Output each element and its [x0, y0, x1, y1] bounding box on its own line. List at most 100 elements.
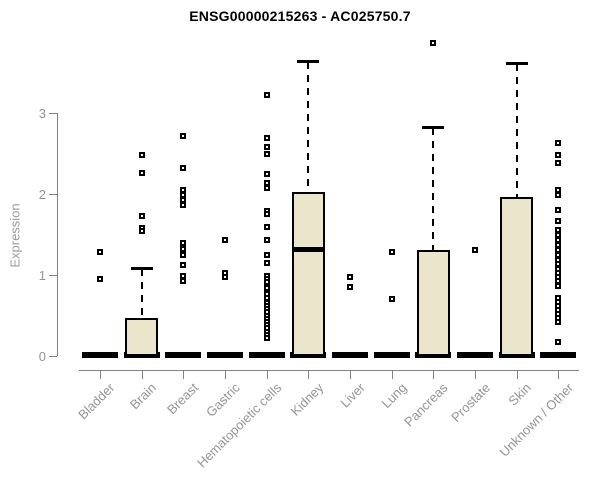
outlier-point-breast [180, 240, 187, 247]
outlier-point-breast [180, 262, 187, 269]
outlier-point-breast [180, 132, 187, 139]
x-tick-mark [183, 371, 185, 379]
outlier-point-brain [138, 152, 145, 159]
outlier-point-unknown-other [555, 152, 562, 159]
x-tick-mark [266, 371, 268, 379]
whisker-cap-brain [130, 266, 153, 270]
x-tick-mark [141, 371, 143, 379]
outlier-point-unknown-other [555, 139, 562, 146]
y-tick-mark [49, 113, 57, 114]
outlier-point-unknown-other [555, 191, 562, 198]
outlier-point-pancreas [430, 39, 437, 46]
outlier-point-hematopoietic-cells [263, 151, 270, 158]
whisker-cap-pancreas [422, 126, 445, 130]
outlier-point-unknown-other [555, 217, 562, 224]
outlier-point-hematopoietic-cells [263, 335, 270, 342]
y-tick-mark [49, 275, 57, 276]
outlier-point-hematopoietic-cells [263, 224, 270, 231]
outlier-point-hematopoietic-cells [263, 251, 270, 258]
whisker-cap-skin [505, 62, 528, 66]
x-tick-label-gastric: Gastric [202, 380, 243, 420]
x-tick-label-unknown-other: Unknown / Other [496, 380, 576, 460]
outlier-point-unknown-other [555, 207, 562, 214]
y-tick-mark [49, 194, 57, 195]
outlier-point-bladder [97, 249, 103, 256]
y-tick-label: 0 [38, 349, 46, 364]
outlier-point-unknown-other [555, 318, 562, 325]
box-pancreas [416, 249, 450, 356]
x-tick-mark [516, 371, 518, 379]
outlier-point-breast [180, 202, 187, 209]
x-tick-label-liver: Liver [337, 380, 368, 411]
outlier-point-unknown-other [555, 283, 562, 290]
y-tick-label: 2 [38, 187, 46, 202]
x-tick-mark [433, 371, 435, 379]
outlier-point-breast [180, 251, 187, 258]
outlier-point-breast [180, 165, 187, 172]
x-tick-mark [558, 371, 560, 379]
y-tick-label: 3 [38, 106, 46, 121]
outlier-point-lung [388, 249, 395, 256]
zero-bar-breast [165, 352, 202, 358]
outlier-point-hematopoietic-cells [263, 144, 270, 151]
whisker-cap-kidney [297, 59, 320, 63]
x-tick-label-kidney: Kidney [287, 380, 326, 419]
x-tick-label-lung: Lung [378, 380, 410, 412]
zero-bar-hematopoietic-cells [248, 352, 285, 358]
outlier-point-hematopoietic-cells [263, 135, 270, 142]
x-tick-mark [391, 371, 393, 379]
x-tick-mark [100, 371, 101, 379]
outlier-point-gastric [222, 274, 228, 281]
x-tick-label-breast: Breast [163, 380, 201, 418]
outlier-point-brain [138, 228, 145, 235]
x-tick-label-skin: Skin [505, 380, 535, 409]
zero-bar-gastric [207, 352, 243, 358]
whisker-brain [140, 268, 143, 318]
zero-bar-bladder [82, 352, 118, 358]
outlier-point-breast [180, 277, 187, 284]
y-axis-line [57, 113, 58, 356]
x-tick-label-brain: Brain [127, 380, 160, 413]
outlier-point-breast [180, 246, 187, 253]
box-kidney [291, 192, 325, 356]
outlier-point-gastric [222, 237, 228, 244]
x-tick-mark [475, 371, 476, 379]
outlier-point-unknown-other [555, 160, 562, 167]
x-tick-label-prostate: Prostate [447, 380, 493, 425]
outlier-point-breast [180, 196, 187, 203]
outlier-point-hematopoietic-cells [263, 237, 270, 244]
y-tick-mark [49, 356, 57, 357]
x-axis-line [79, 370, 579, 371]
outlier-point-prostate [472, 246, 478, 253]
outlier-point-brain [138, 212, 145, 219]
outlier-point-hematopoietic-cells [263, 259, 270, 266]
outlier-point-bladder [97, 276, 103, 283]
box-skin [500, 197, 534, 356]
outlier-point-unknown-other [555, 339, 562, 346]
zero-bar-liver [332, 352, 368, 358]
whisker-pancreas [432, 128, 435, 250]
y-tick-label: 1 [38, 268, 46, 283]
x-tick-mark [225, 371, 226, 379]
outlier-point-brain [138, 169, 145, 176]
chart-title: ENSG00000215263 - AC025750.7 [189, 8, 411, 24]
whisker-skin [515, 64, 518, 198]
zero-bar-unknown-other [540, 352, 577, 358]
outlier-point-hematopoietic-cells [263, 284, 270, 291]
outlier-point-liver [347, 284, 353, 291]
x-tick-label-bladder: Bladder [75, 380, 118, 423]
outlier-point-liver [347, 273, 353, 280]
zero-bar-prostate [457, 352, 493, 358]
zero-bar-lung [373, 352, 410, 358]
outlier-point-hematopoietic-cells [263, 170, 270, 177]
x-tick-mark [308, 371, 310, 379]
outlier-point-hematopoietic-cells [263, 211, 270, 218]
median-line-kidney [291, 247, 325, 253]
outlier-point-hematopoietic-cells [263, 185, 270, 192]
box-brain [125, 317, 159, 356]
outlier-point-hematopoietic-cells [263, 92, 270, 99]
outlier-point-lung [388, 296, 395, 303]
whisker-kidney [307, 61, 310, 193]
x-tick-mark [350, 371, 351, 379]
